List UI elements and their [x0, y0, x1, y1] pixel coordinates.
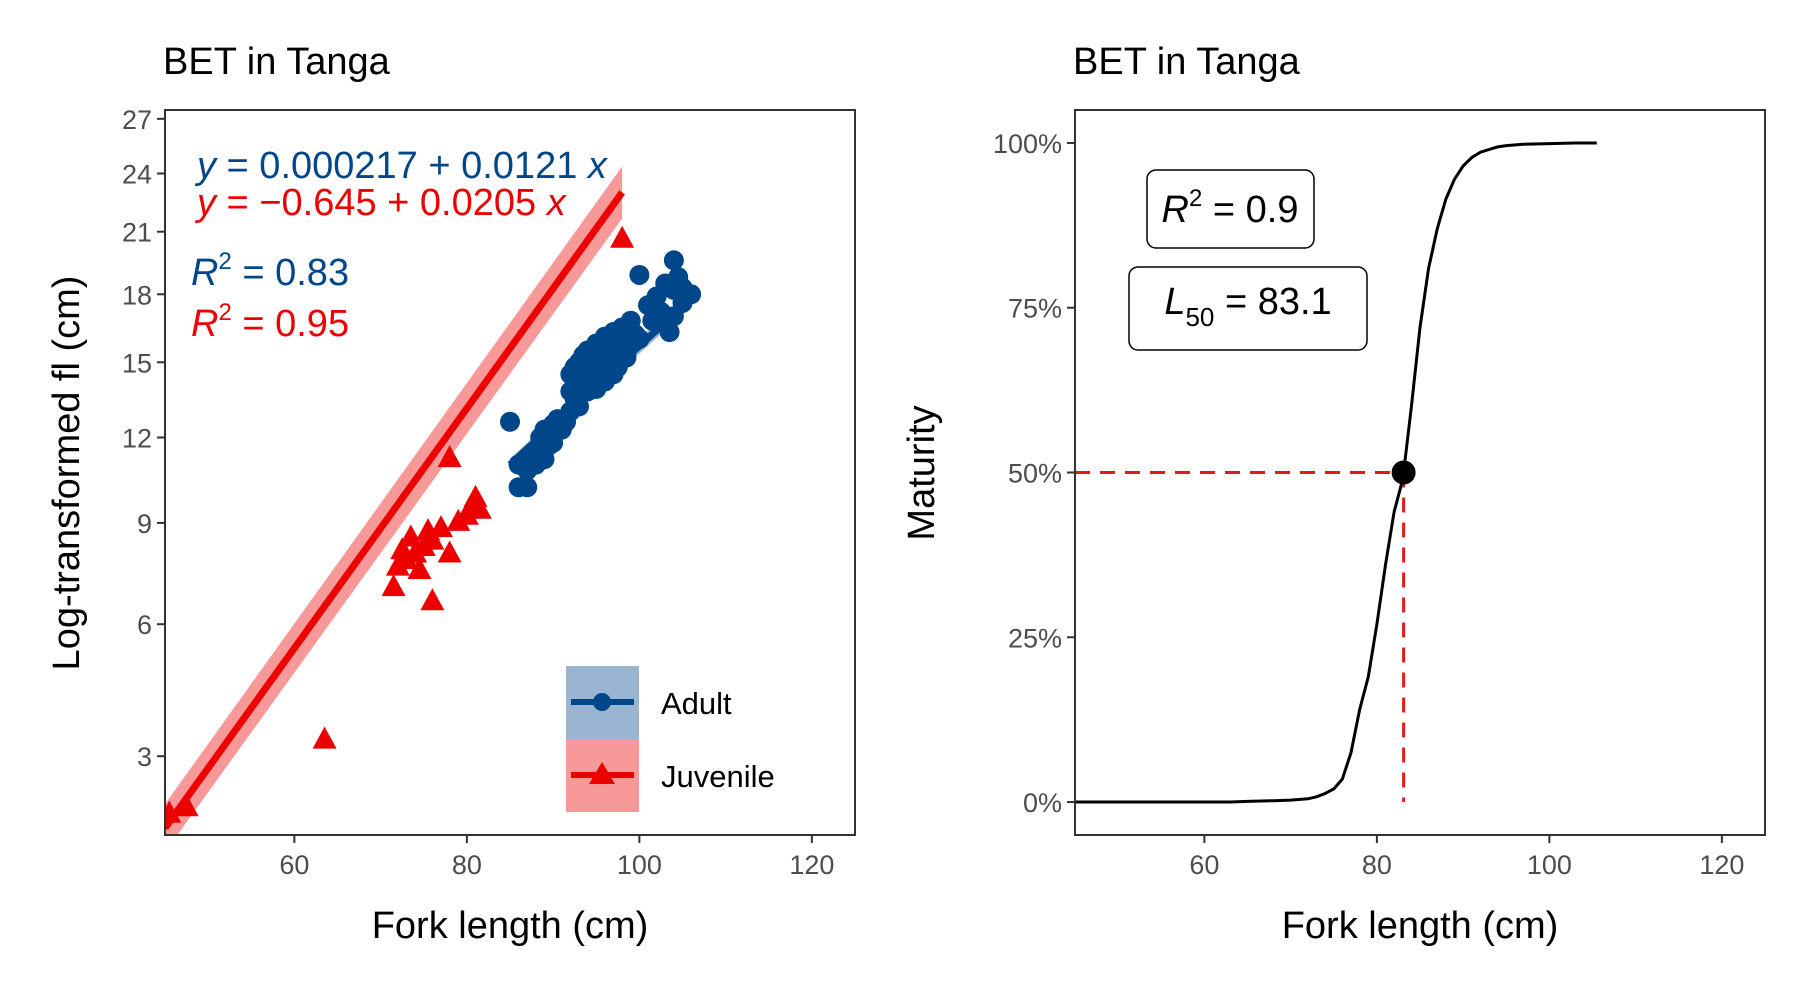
juvenile-point: [381, 574, 406, 597]
adult-point: [629, 264, 650, 285]
legend-key-juvenile-marker: [589, 762, 615, 784]
left-y-tick-label: 27: [122, 105, 152, 135]
adult-point: [663, 250, 684, 271]
left-y-tick-label: 18: [122, 280, 152, 310]
right-y-ticks: 0% 25% 50% 75% 100%: [993, 129, 1075, 818]
juvenile-point: [437, 540, 462, 563]
right-y-tick-label: 100%: [993, 129, 1062, 159]
left-x-tick-label: 100: [617, 850, 662, 880]
r-squared-box: [1146, 169, 1315, 249]
left-y-ticks: 3 6 9 12 15 18 21 24 27: [122, 105, 165, 772]
right-panel: BET in Tanga 60 80 100 120 0%25%50%75%100% …: [901, 41, 1766, 947]
left-y-tick-label: 6: [137, 610, 152, 640]
juvenile-point: [407, 557, 432, 580]
left-y-tick-label: 21: [122, 218, 152, 248]
l50-box: [1128, 266, 1368, 351]
right-x-axis-title: Fork length (cm): [1282, 905, 1559, 947]
r-squared-label: R2 = 0.9: [1162, 185, 1299, 231]
right-x-tick-label: 80: [1362, 850, 1392, 880]
adult-point: [517, 477, 538, 498]
left-x-tick-label: 60: [279, 850, 309, 880]
right-y-tick-label: 50%: [1008, 459, 1062, 489]
adult-regression-line: [507, 296, 694, 468]
right-y-tick-label: 75%: [1008, 294, 1062, 324]
right-x-tick-label: 120: [1699, 850, 1744, 880]
right-x-tick-label: 60: [1189, 850, 1219, 880]
juvenile-point: [463, 484, 488, 507]
left-y-tick-label: 3: [137, 742, 152, 772]
right-y-tick-label: 0%: [1023, 788, 1062, 818]
juvenile-point: [467, 496, 492, 519]
juvenile-point: [398, 524, 423, 547]
left-y-tick-label: 12: [122, 424, 152, 454]
juvenile-point: [610, 225, 635, 248]
juvenile-point: [420, 527, 445, 550]
juvenile-point: [437, 445, 462, 468]
adult-r-squared: R2 = 0.83: [191, 248, 349, 294]
legend-label-adult: Adult: [661, 686, 732, 721]
left-panel-border: [164, 109, 856, 836]
left-y-tick-label: 9: [137, 509, 152, 539]
left-y-tick-label: 15: [122, 348, 152, 378]
left-y-axis-title: Log-transformed fl (cm): [46, 276, 88, 671]
adult-equation: y = 0.000217 + 0.0121 x: [194, 145, 609, 187]
left-x-tick-label: 80: [452, 850, 482, 880]
left-legend: Adult Juvenile: [566, 666, 775, 812]
juvenile-point: [312, 726, 337, 749]
maturity-curve: [1075, 141, 1597, 804]
left-x-ticks: 60 80 100 120: [279, 835, 834, 880]
juvenile-regression-line: [165, 190, 625, 831]
left-x-tick-label: 120: [789, 850, 834, 880]
right-chart-title: BET in Tanga: [1073, 41, 1301, 83]
l50-label: L50 = 83.1: [1164, 281, 1331, 332]
legend-label-juvenile: Juvenile: [661, 759, 775, 794]
l50-point: [1391, 460, 1416, 485]
left-chart-title: BET in Tanga: [163, 41, 391, 83]
juvenile-point: [420, 588, 445, 611]
adult-point: [500, 411, 520, 432]
legend-key-adult-marker: [593, 693, 611, 711]
right-y-tick-label: 25%: [1008, 623, 1062, 653]
juvenile-point: [429, 515, 453, 538]
right-plot-marks: [1075, 141, 1597, 804]
right-x-ticks: 60 80 100 120: [1189, 835, 1744, 880]
juvenile-equation: y = −0.645 + 0.0205 x: [194, 182, 568, 224]
left-panel: BET in Tanga 60 80 100 120 369121518212427 …: [46, 41, 856, 947]
left-y-tick-label: 24: [122, 159, 152, 189]
right-x-tick-label: 100: [1527, 850, 1572, 880]
juvenile-r-squared: R2 = 0.95: [191, 299, 349, 345]
left-x-axis-title: Fork length (cm): [372, 905, 649, 947]
right-y-axis-title: Maturity: [901, 405, 943, 540]
left-plot-marks: [165, 166, 702, 835]
